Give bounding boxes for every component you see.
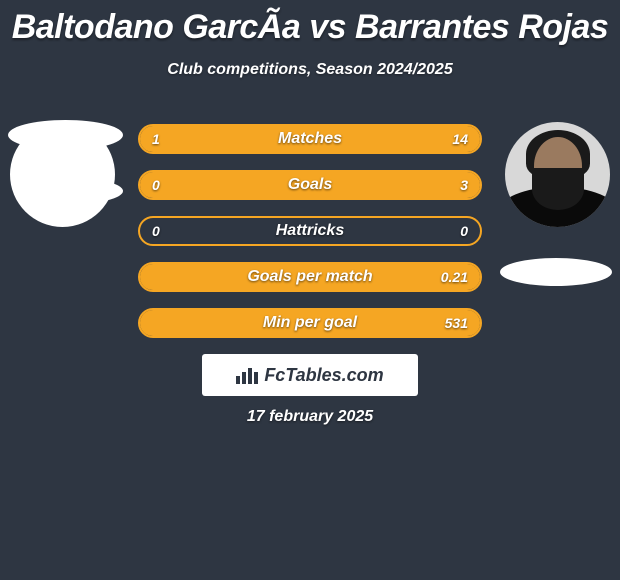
stat-row: Min per goal531 bbox=[138, 308, 482, 338]
stat-label: Matches bbox=[140, 130, 480, 148]
stat-value-right: 3 bbox=[460, 177, 468, 193]
fctables-logo: FcTables.com bbox=[202, 354, 418, 396]
stat-row: 0Goals3 bbox=[138, 170, 482, 200]
player-left-name-ellipse-1 bbox=[8, 120, 123, 150]
stat-row: Goals per match0.21 bbox=[138, 262, 482, 292]
stat-value-right: 531 bbox=[445, 315, 468, 331]
player-right-name-ellipse bbox=[500, 258, 612, 286]
stat-label: Hattricks bbox=[140, 222, 480, 240]
stat-row: 1Matches14 bbox=[138, 124, 482, 154]
player-right-avatar bbox=[505, 122, 610, 227]
stat-label: Goals per match bbox=[140, 268, 480, 286]
chart-bars-icon bbox=[236, 366, 258, 384]
comparison-title: Baltodano GarcÃa vs Barrantes Rojas bbox=[0, 0, 620, 47]
stat-value-right: 14 bbox=[452, 131, 468, 147]
stat-value-right: 0.21 bbox=[441, 269, 468, 285]
stat-label: Goals bbox=[140, 176, 480, 194]
stat-row: 0Hattricks0 bbox=[138, 216, 482, 246]
avatar-beard bbox=[532, 168, 584, 210]
snapshot-date: 17 february 2025 bbox=[0, 408, 620, 426]
stats-bars: 1Matches140Goals30Hattricks0Goals per ma… bbox=[138, 124, 482, 354]
stat-value-right: 0 bbox=[460, 223, 468, 239]
player-left-name-ellipse-2 bbox=[18, 178, 123, 204]
stat-label: Min per goal bbox=[140, 314, 480, 332]
comparison-subtitle: Club competitions, Season 2024/2025 bbox=[0, 61, 620, 79]
logo-text: FcTables.com bbox=[264, 365, 383, 386]
